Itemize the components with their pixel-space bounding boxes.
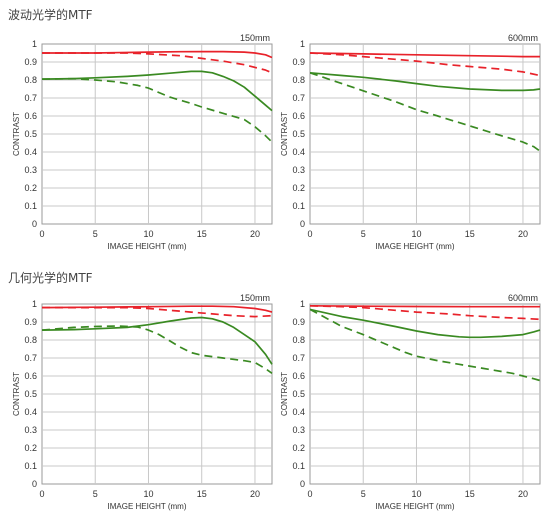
x-tick-label: 20 xyxy=(518,489,528,499)
y-tick-label: 0.2 xyxy=(24,183,37,193)
green-dashed-series-line xyxy=(42,325,273,374)
y-tick-label: 1 xyxy=(32,299,37,309)
y-tick-label: 0.7 xyxy=(24,353,37,363)
x-tick-label: 0 xyxy=(39,229,44,239)
green-dashed-series-line xyxy=(310,71,541,152)
focal-length-label: 150mm xyxy=(240,33,270,43)
x-tick-label: 10 xyxy=(143,229,153,239)
x-tick-label: 5 xyxy=(93,229,98,239)
y-tick-label: 0.3 xyxy=(24,165,37,175)
y-tick-label: 0.7 xyxy=(24,93,37,103)
section-title-wave-optics: 波动光学的MTF xyxy=(8,8,93,22)
x-tick-label: 10 xyxy=(411,229,421,239)
x-tick-label: 0 xyxy=(307,489,312,499)
y-tick-label: 0.1 xyxy=(292,461,305,471)
x-tick-label: 15 xyxy=(465,229,475,239)
y-tick-label: 0.6 xyxy=(292,371,305,381)
y-tick-label: 0.4 xyxy=(292,147,305,157)
focal-length-label: 600mm xyxy=(508,33,538,43)
y-tick-label: 0.9 xyxy=(292,57,305,67)
y-tick-label: 0.1 xyxy=(24,461,37,471)
x-tick-label: 5 xyxy=(361,229,366,239)
section-title-geometric-optics: 几何光学的MTF xyxy=(8,271,93,285)
red-dashed-series-line xyxy=(310,304,541,321)
y-tick-label: 0.6 xyxy=(24,111,37,121)
x-axis-label: IMAGE HEIGHT (mm) xyxy=(108,242,187,251)
y-tick-label: 0.1 xyxy=(24,201,37,211)
y-axis-label: CONTRAST xyxy=(280,372,289,416)
x-tick-label: 0 xyxy=(307,229,312,239)
y-tick-label: 0 xyxy=(300,479,305,489)
y-tick-label: 1 xyxy=(300,299,305,309)
y-tick-label: 1 xyxy=(32,39,37,49)
x-tick-label: 0 xyxy=(39,489,44,499)
y-tick-label: 0 xyxy=(32,219,37,229)
mtf-chart-wave-600mm: 00.10.20.30.40.50.60.70.80.910 5 10 15 20IMA… xyxy=(280,33,541,251)
y-tick-label: 0.4 xyxy=(292,407,305,417)
mtf-chart-geometric-600mm: 00.10.20.30.40.50.60.70.80.910 5 10 15 20IMA… xyxy=(280,293,541,511)
y-tick-label: 0.8 xyxy=(24,335,37,345)
green-solid-series-line xyxy=(310,308,541,339)
mtf-chart-geometric-150mm: 00.10.20.30.40.50.60.70.80.910 5 10 15 20IMA… xyxy=(12,293,273,511)
green-solid-series-line xyxy=(42,70,273,112)
x-axis-label: IMAGE HEIGHT (mm) xyxy=(376,242,455,251)
x-tick-label: 20 xyxy=(250,229,260,239)
y-tick-label: 0.3 xyxy=(292,165,305,175)
x-axis-label: IMAGE HEIGHT (mm) xyxy=(376,502,455,511)
red-solid-series-line xyxy=(310,52,540,58)
y-tick-label: 0.1 xyxy=(292,201,305,211)
green-dashed-series-line xyxy=(310,308,541,382)
green-solid-series-line xyxy=(42,316,273,365)
y-tick-label: 0.6 xyxy=(24,371,37,381)
y-tick-label: 0 xyxy=(300,219,305,229)
x-tick-label: 5 xyxy=(361,489,366,499)
x-tick-label: 15 xyxy=(197,229,207,239)
red-dashed-series-line xyxy=(42,306,273,318)
red-dashed-series-line xyxy=(42,52,273,74)
mtf-chart-wave-150mm: 00.10.20.30.40.50.60.70.80.910 5 10 15 20IMA… xyxy=(12,33,273,251)
x-tick-label: 20 xyxy=(518,229,528,239)
green-solid-series-line xyxy=(310,71,541,92)
y-tick-label: 0.7 xyxy=(292,93,305,103)
y-tick-label: 0.9 xyxy=(292,317,305,327)
y-tick-label: 0.8 xyxy=(292,335,305,345)
y-tick-label: 0.8 xyxy=(24,75,37,85)
y-tick-label: 0.5 xyxy=(24,129,37,139)
x-tick-label: 5 xyxy=(93,489,98,499)
y-tick-label: 0.5 xyxy=(292,389,305,399)
y-tick-label: 0.9 xyxy=(24,57,37,67)
y-tick-label: 0.3 xyxy=(292,425,305,435)
y-tick-label: 1 xyxy=(300,39,305,49)
y-tick-label: 0.4 xyxy=(24,407,37,417)
y-tick-label: 0 xyxy=(32,479,37,489)
y-tick-label: 0.7 xyxy=(292,353,305,363)
y-tick-label: 0.4 xyxy=(24,147,37,157)
red-dashed-series-line xyxy=(310,52,541,77)
y-tick-label: 0.2 xyxy=(24,443,37,453)
y-tick-label: 0.2 xyxy=(292,183,305,193)
x-tick-label: 20 xyxy=(250,489,260,499)
x-tick-label: 15 xyxy=(197,489,207,499)
focal-length-label: 150mm xyxy=(240,293,270,303)
y-axis-label: CONTRAST xyxy=(12,112,21,156)
y-tick-label: 0.6 xyxy=(292,111,305,121)
y-tick-label: 0.9 xyxy=(24,317,37,327)
focal-length-label: 600mm xyxy=(508,293,538,303)
x-tick-label: 15 xyxy=(465,489,475,499)
y-tick-label: 0.5 xyxy=(292,129,305,139)
x-tick-label: 10 xyxy=(411,489,421,499)
red-solid-series-line xyxy=(310,304,540,308)
y-tick-label: 0.2 xyxy=(292,443,305,453)
y-tick-label: 0.3 xyxy=(24,425,37,435)
x-tick-label: 10 xyxy=(143,489,153,499)
y-axis-label: CONTRAST xyxy=(280,112,289,156)
green-dashed-series-line xyxy=(42,77,273,143)
x-axis-label: IMAGE HEIGHT (mm) xyxy=(108,502,187,511)
y-tick-label: 0.8 xyxy=(292,75,305,85)
y-tick-label: 0.5 xyxy=(24,389,37,399)
y-axis-label: CONTRAST xyxy=(12,372,21,416)
